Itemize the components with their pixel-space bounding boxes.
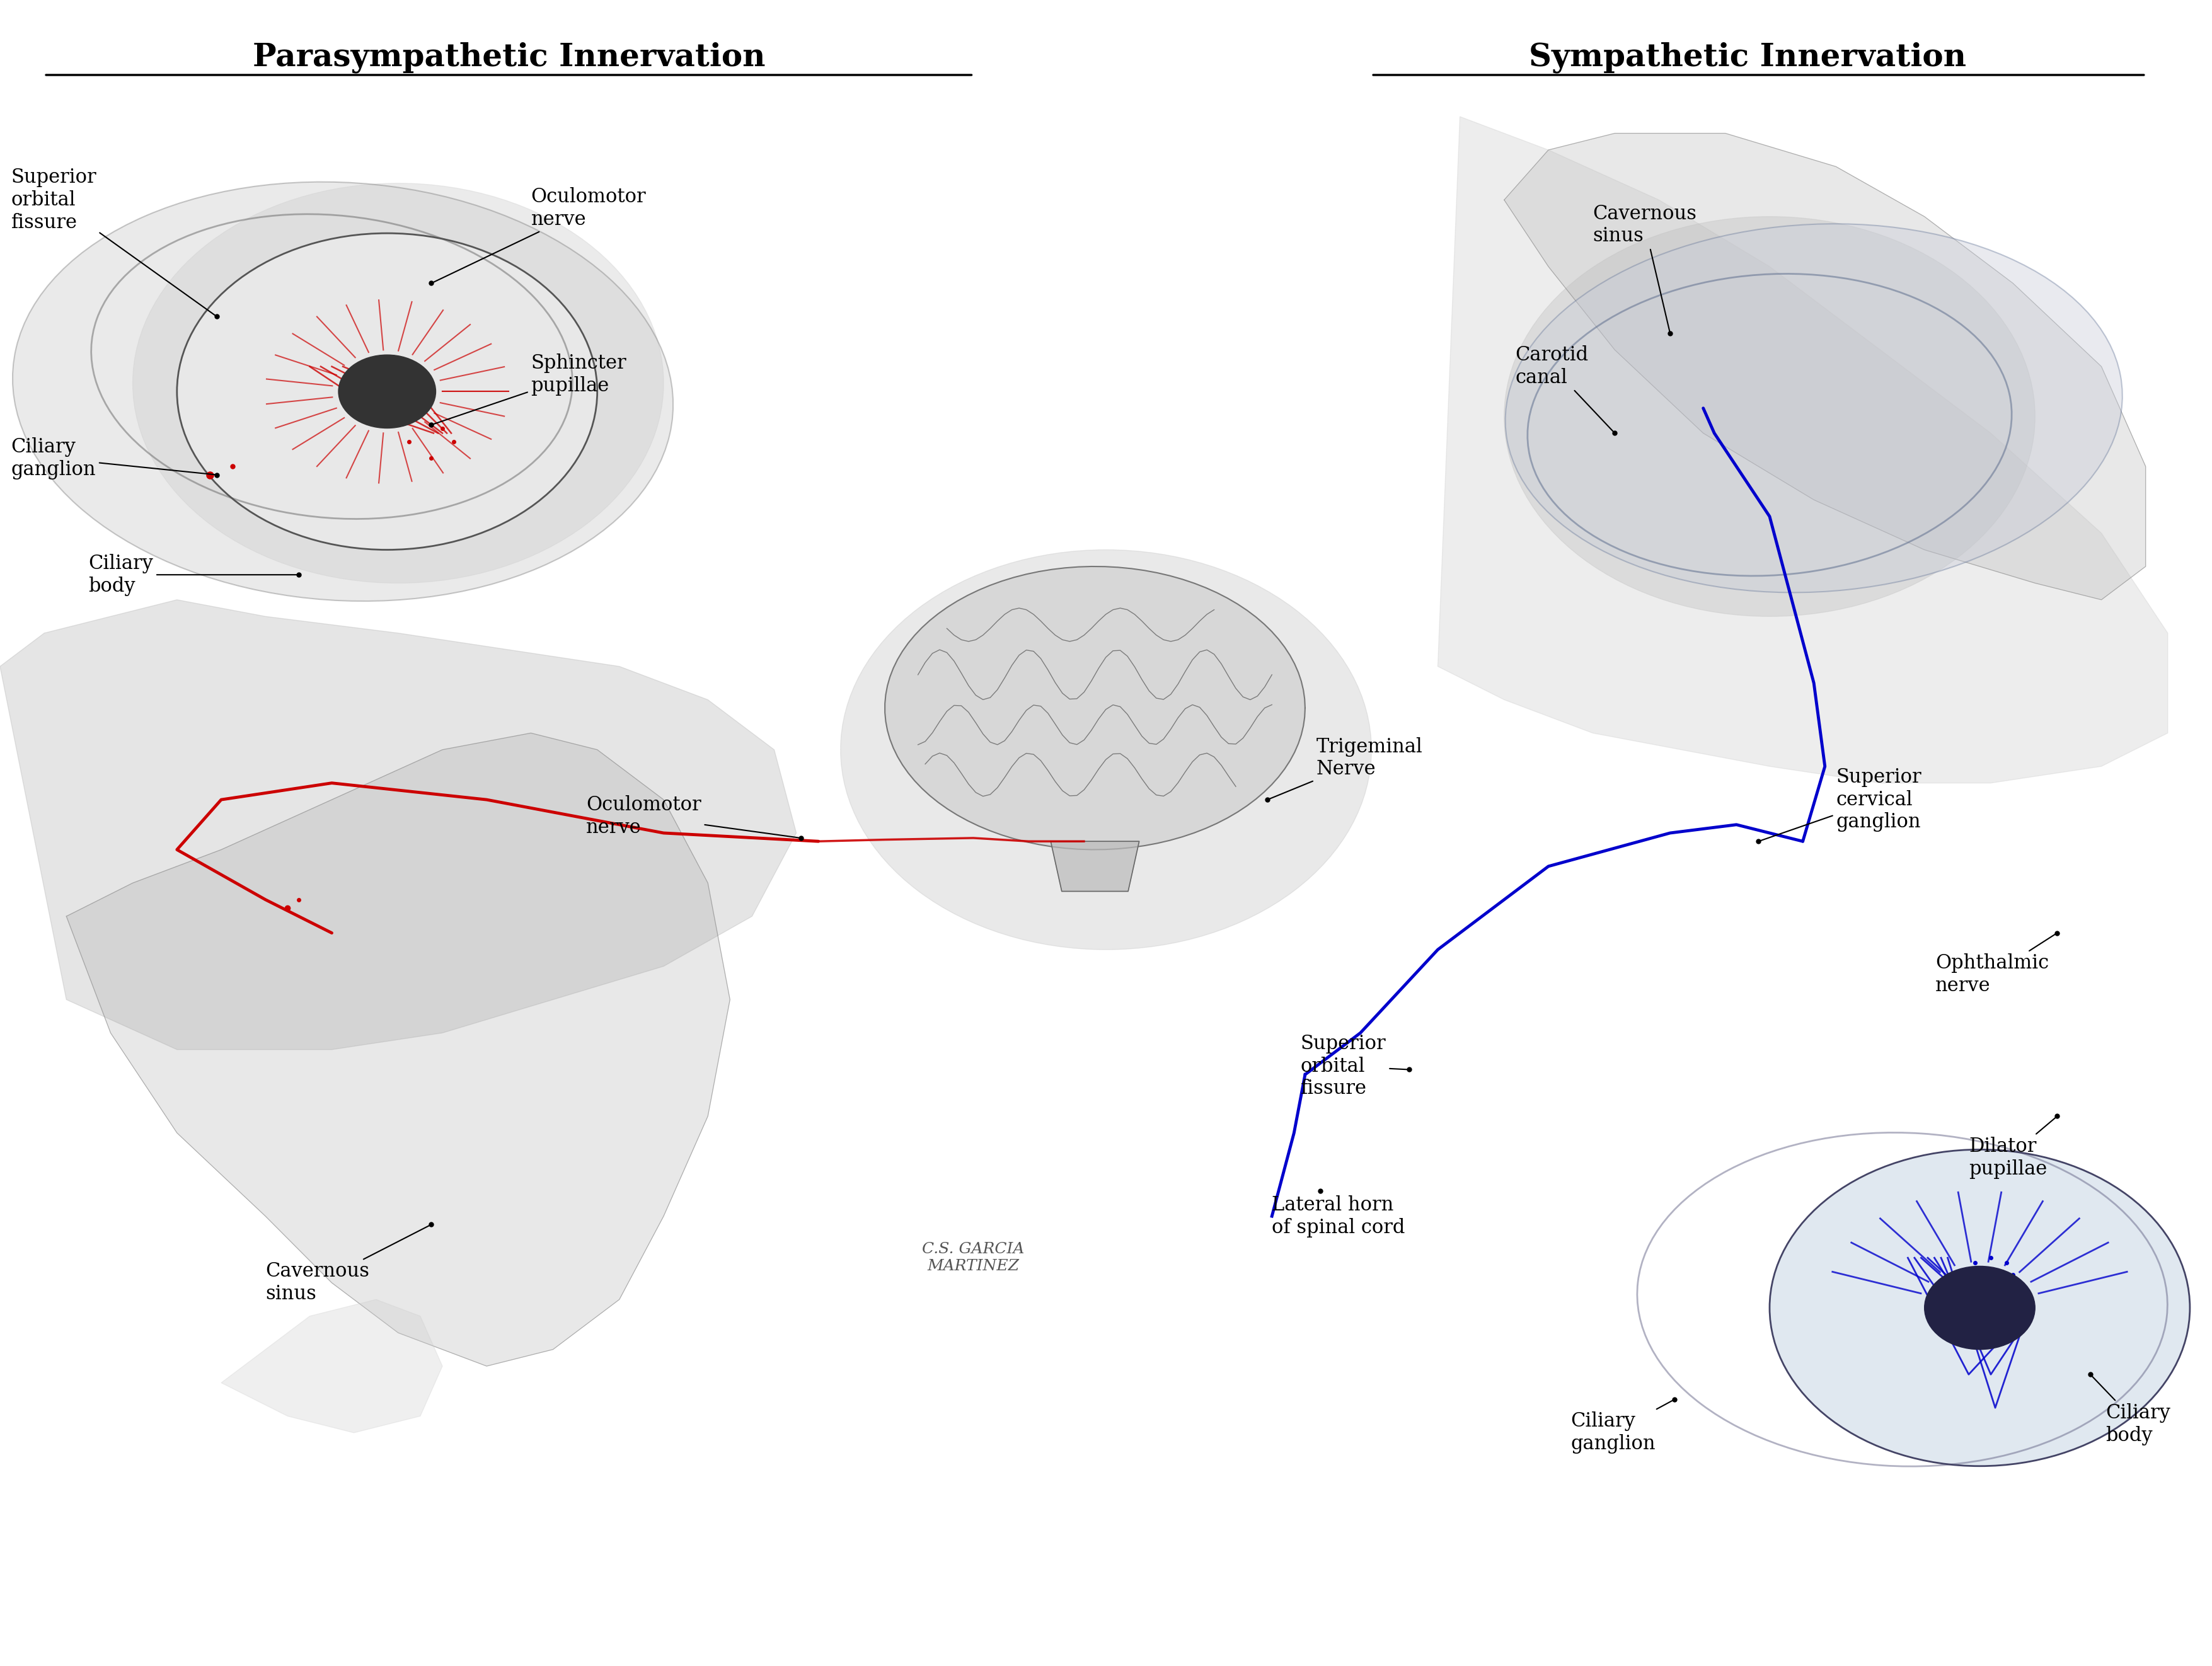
Text: Ciliary
body: Ciliary body bbox=[88, 553, 296, 596]
Ellipse shape bbox=[1506, 223, 2121, 593]
Circle shape bbox=[133, 183, 664, 583]
Circle shape bbox=[1504, 217, 2035, 616]
Polygon shape bbox=[0, 600, 796, 1050]
Text: Ciliary
body: Ciliary body bbox=[2093, 1376, 2170, 1446]
Text: Carotid
canal: Carotid canal bbox=[1515, 345, 1613, 431]
Text: C.S. GARCIA
MARTINEZ: C.S. GARCIA MARTINEZ bbox=[922, 1243, 1024, 1273]
Text: Oculomotor
nerve: Oculomotor nerve bbox=[586, 795, 799, 838]
Text: Dilator
pupillae: Dilator pupillae bbox=[1969, 1118, 2055, 1180]
Text: Superior
orbital
fissure: Superior orbital fissure bbox=[1301, 1035, 1407, 1098]
Polygon shape bbox=[66, 733, 730, 1366]
Polygon shape bbox=[221, 1299, 442, 1433]
Text: Ciliary
ganglion: Ciliary ganglion bbox=[1571, 1401, 1672, 1454]
Text: Superior
cervical
ganglion: Superior cervical ganglion bbox=[1761, 768, 1922, 841]
Polygon shape bbox=[1438, 117, 2168, 783]
Text: Cavernous
sinus: Cavernous sinus bbox=[1593, 203, 1697, 332]
Text: Lateral horn
of spinal cord: Lateral horn of spinal cord bbox=[1272, 1191, 1405, 1238]
Text: Parasympathetic Innervation: Parasympathetic Innervation bbox=[252, 42, 765, 73]
Circle shape bbox=[338, 355, 436, 428]
Ellipse shape bbox=[13, 182, 672, 601]
Polygon shape bbox=[1051, 841, 1139, 891]
Text: Oculomotor
nerve: Oculomotor nerve bbox=[434, 187, 646, 283]
Text: Sphincter
pupillae: Sphincter pupillae bbox=[434, 353, 626, 425]
Circle shape bbox=[1770, 1150, 2190, 1466]
Polygon shape bbox=[885, 566, 1305, 850]
Circle shape bbox=[177, 233, 597, 550]
Polygon shape bbox=[1504, 133, 2146, 600]
Text: Ciliary
ganglion: Ciliary ganglion bbox=[11, 436, 215, 480]
Text: Ophthalmic
nerve: Ophthalmic nerve bbox=[1935, 935, 2055, 996]
Text: Sympathetic Innervation: Sympathetic Innervation bbox=[1528, 42, 1966, 73]
Circle shape bbox=[1924, 1266, 2035, 1349]
Text: Superior
orbital
fissure: Superior orbital fissure bbox=[11, 168, 215, 315]
Circle shape bbox=[841, 550, 1371, 950]
Text: Trigeminal
Nerve: Trigeminal Nerve bbox=[1270, 736, 1422, 800]
Text: Cavernous
sinus: Cavernous sinus bbox=[265, 1225, 429, 1304]
